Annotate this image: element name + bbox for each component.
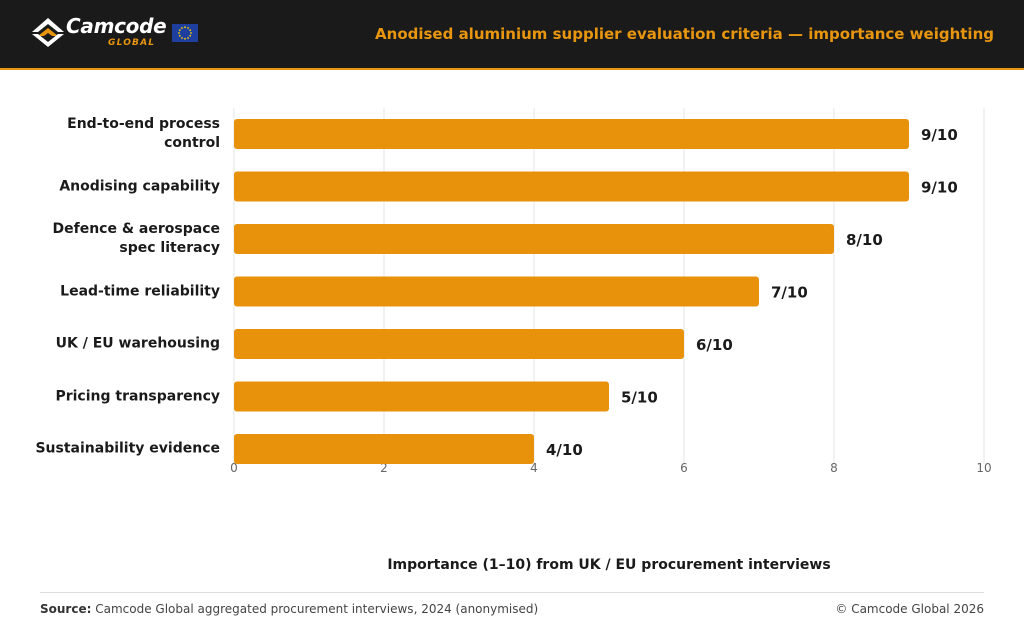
bar-value-label: 5/10 — [621, 389, 658, 407]
bar-chart: 0 2 4 6 8 10 9/10 9/10 8/10 7/10 6/10 5/10 4/10 — [230, 108, 992, 475]
bar — [234, 329, 684, 359]
x-tick-label: 4 — [530, 461, 538, 475]
bar-value-label: 9/10 — [921, 126, 958, 144]
chart-title: Anodised aluminium supplier evaluation c… — [375, 25, 994, 43]
eu-flag-icon — [172, 24, 198, 42]
source-text: Camcode Global aggregated procurement in… — [95, 602, 539, 616]
bar-value-label: 7/10 — [771, 284, 808, 302]
x-tick-label: 10 — [976, 461, 991, 475]
bar — [234, 171, 909, 202]
y-tick-label: End-to-end process control — [67, 116, 220, 151]
camcode-logo-icon — [32, 18, 64, 47]
copyright-note: © Camcode Global 2026 — [835, 602, 984, 616]
bar — [234, 119, 909, 149]
header-bar: Camcode GLOBAL Anodised aluminium suppli… — [0, 0, 1024, 70]
y-tick-label: UK / EU warehousing — [55, 335, 220, 352]
x-tick-label: 6 — [680, 461, 688, 475]
x-tick-label: 2 — [380, 461, 388, 475]
y-tick-label: Lead-time reliability — [60, 283, 220, 299]
bar — [234, 434, 534, 464]
bar — [234, 276, 759, 307]
bar-value-label: 8/10 — [846, 231, 883, 249]
source-note: Source: Camcode Global aggregated procur… — [40, 602, 538, 616]
x-axis-title: Importance (1–10) from UK / EU procureme… — [387, 557, 831, 573]
y-tick-label: Sustainability evidence — [35, 440, 220, 457]
bar — [234, 224, 834, 254]
brand-name: Camcode — [66, 14, 167, 38]
y-tick-label: Defence & aerospace spec literacy — [52, 221, 220, 256]
bar-value-label: 6/10 — [696, 336, 733, 354]
bar-value-label: 9/10 — [921, 179, 958, 197]
bar-value-label: 4/10 — [546, 441, 583, 459]
footer-divider — [40, 592, 984, 593]
source-label: Source: — [40, 602, 92, 616]
x-tick-label: 8 — [830, 461, 838, 475]
x-tick-label: 0 — [230, 461, 238, 475]
y-tick-label: Anodising capability — [59, 178, 220, 194]
brand-subtitle: GLOBAL — [108, 38, 156, 48]
y-tick-label: Pricing transparency — [55, 388, 220, 404]
bar — [234, 381, 609, 412]
